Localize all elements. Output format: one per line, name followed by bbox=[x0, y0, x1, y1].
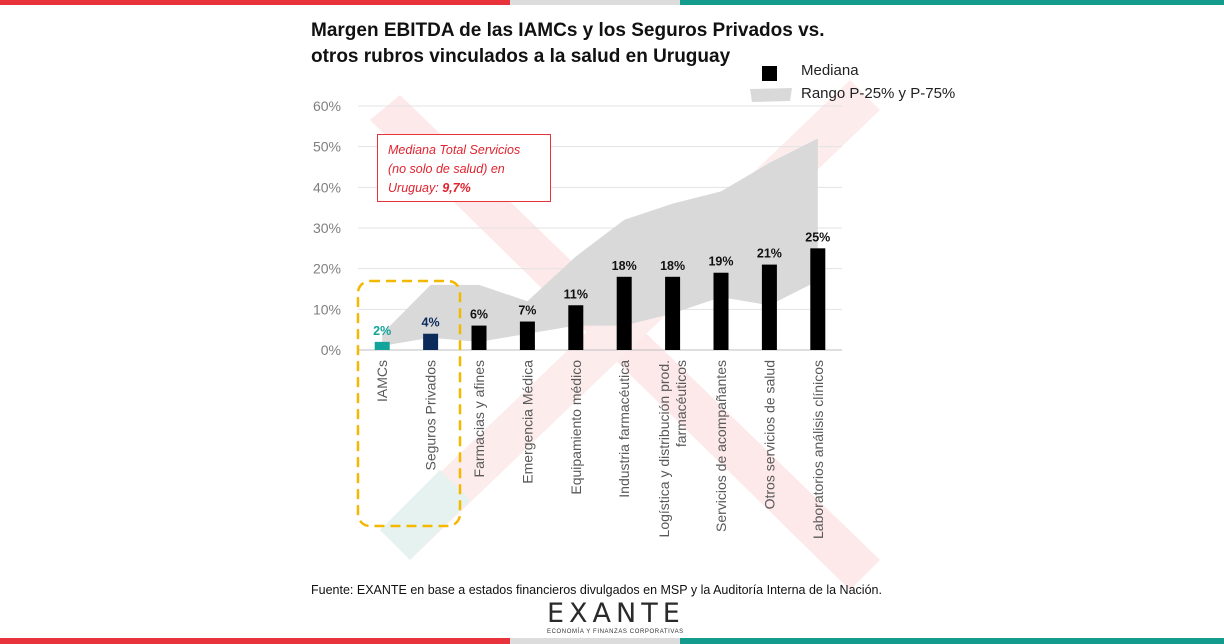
x-tick-label-line: farmacéuticos bbox=[673, 360, 689, 447]
top-bar-gray bbox=[510, 0, 680, 5]
y-tick-label: 30% bbox=[313, 220, 341, 236]
bar bbox=[810, 248, 826, 350]
y-tick-label: 0% bbox=[321, 342, 341, 358]
bar-value-label: 6% bbox=[470, 308, 488, 322]
range-area bbox=[382, 138, 818, 346]
y-tick-label: 10% bbox=[313, 301, 341, 317]
x-tick-label-line: Logística y distribución prod. bbox=[656, 360, 672, 537]
logo-wordmark: EXANTE bbox=[547, 598, 685, 629]
x-tick-label-line: Laboratorios análisis clínicos bbox=[810, 360, 826, 539]
x-tick-label: Laboratorios análisis clínicos bbox=[810, 360, 826, 539]
legend-median-label: Mediana bbox=[801, 62, 859, 79]
top-bar-red bbox=[0, 0, 510, 5]
bar-value-label: 7% bbox=[518, 304, 536, 318]
bar-value-label: 4% bbox=[422, 316, 440, 330]
bar-value-label: 18% bbox=[660, 259, 685, 273]
y-tick-label: 50% bbox=[313, 139, 341, 155]
bar bbox=[374, 341, 390, 350]
legend-range-swatch bbox=[750, 88, 792, 102]
y-tick-label: 40% bbox=[313, 179, 341, 195]
annotation-box: Mediana Total Servicios (no solo de salu… bbox=[377, 134, 551, 202]
top-brand-bar bbox=[0, 0, 1224, 5]
y-tick-label: 20% bbox=[313, 261, 341, 277]
y-tick-label: 60% bbox=[313, 98, 341, 114]
annotation-line1: Mediana Total Servicios bbox=[388, 143, 521, 157]
bar bbox=[471, 325, 487, 350]
x-tick-label: IAMCs bbox=[374, 360, 390, 402]
annotation-line3: Uruguay: 9,7% bbox=[388, 179, 540, 198]
bottom-bar-teal bbox=[680, 638, 1224, 644]
top-bar-teal bbox=[680, 0, 1224, 5]
x-tick-label: Logística y distribución prod. farmacéuti… bbox=[656, 360, 689, 537]
bar-value-label: 25% bbox=[805, 230, 830, 244]
x-tick-label-line: IAMCs bbox=[374, 360, 390, 402]
x-tick-label: Emergencia Médica bbox=[519, 360, 535, 484]
bottom-bar-red bbox=[0, 638, 510, 644]
x-tick-label: Servicios de acompañantes bbox=[713, 360, 729, 532]
logo-tagline: ECONOMÍA Y FINANZAS CORPORATIVAS bbox=[547, 629, 684, 635]
x-tick-label: Farmacias y afines bbox=[471, 360, 487, 477]
legend-median-swatch bbox=[762, 66, 777, 81]
x-tick-label-line: Farmacias y afines bbox=[471, 360, 487, 477]
legend bbox=[750, 66, 792, 102]
x-tick-label: Industria farmacéutica bbox=[616, 360, 632, 498]
data-labels: 2% 4% 6% 7% 11% 18% 18% 19% 21% 25% bbox=[373, 230, 830, 338]
chart-title-line2: otros rubros vinculados a la salud en Ur… bbox=[311, 46, 731, 67]
bars bbox=[374, 248, 826, 350]
x-tick-label: Equipamiento médico bbox=[568, 360, 584, 495]
bar bbox=[568, 305, 584, 350]
x-tick-label-line: Equipamiento médico bbox=[568, 360, 584, 495]
x-tick-label-line: Otros servicios de salud bbox=[761, 360, 777, 509]
x-axis-ticks: IAMCs Seguros Privados Farmacias y afines E… bbox=[374, 360, 826, 539]
bar bbox=[519, 321, 535, 350]
bar-value-label: 19% bbox=[708, 255, 733, 269]
range-polygon bbox=[382, 138, 818, 346]
highlight-box bbox=[356, 279, 462, 528]
x-tick-label-line: Industria farmacéutica bbox=[616, 360, 632, 498]
bar-value-label: 21% bbox=[757, 247, 782, 261]
bar bbox=[761, 264, 777, 350]
x-tick-label-line: Seguros Privados bbox=[423, 360, 439, 471]
legend-range-label: Rango P-25% y P-75% bbox=[801, 85, 956, 102]
x-tick-label: Seguros Privados bbox=[423, 360, 439, 471]
bar-value-label: 2% bbox=[373, 324, 391, 338]
source-note: Fuente: EXANTE en base a estados financi… bbox=[311, 583, 882, 597]
annotation-value: 9,7% bbox=[442, 181, 471, 195]
bar-value-label: 18% bbox=[612, 259, 637, 273]
x-tick-label-line: Servicios de acompañantes bbox=[713, 360, 729, 532]
watermark-x-teal-stroke bbox=[380, 470, 470, 560]
bar bbox=[616, 276, 632, 350]
bar bbox=[713, 272, 729, 350]
chart-title: Margen EBITDA de las IAMCs y los Seguros… bbox=[311, 18, 871, 70]
bottom-brand-bar bbox=[0, 638, 1224, 644]
bar bbox=[423, 333, 439, 350]
x-tick-label-line: Emergencia Médica bbox=[519, 360, 535, 484]
chart-title-line1: Margen EBITDA de las IAMCs y los Seguros… bbox=[311, 20, 825, 41]
bottom-bar-gray bbox=[510, 638, 680, 644]
bar-value-label: 11% bbox=[564, 287, 588, 301]
annotation-line2: (no solo de salud) en bbox=[388, 162, 505, 176]
exante-logo: EXANTE ECONOMÍA Y FINANZAS CORPORATIVAS bbox=[547, 598, 685, 636]
annotation-line3-prefix: Uruguay: bbox=[388, 181, 443, 195]
x-tick-label: Otros servicios de salud bbox=[761, 360, 777, 509]
y-axis-ticks: 0% 10% 20% 30% 40% 50% 60% bbox=[313, 98, 341, 358]
bar bbox=[665, 276, 681, 350]
